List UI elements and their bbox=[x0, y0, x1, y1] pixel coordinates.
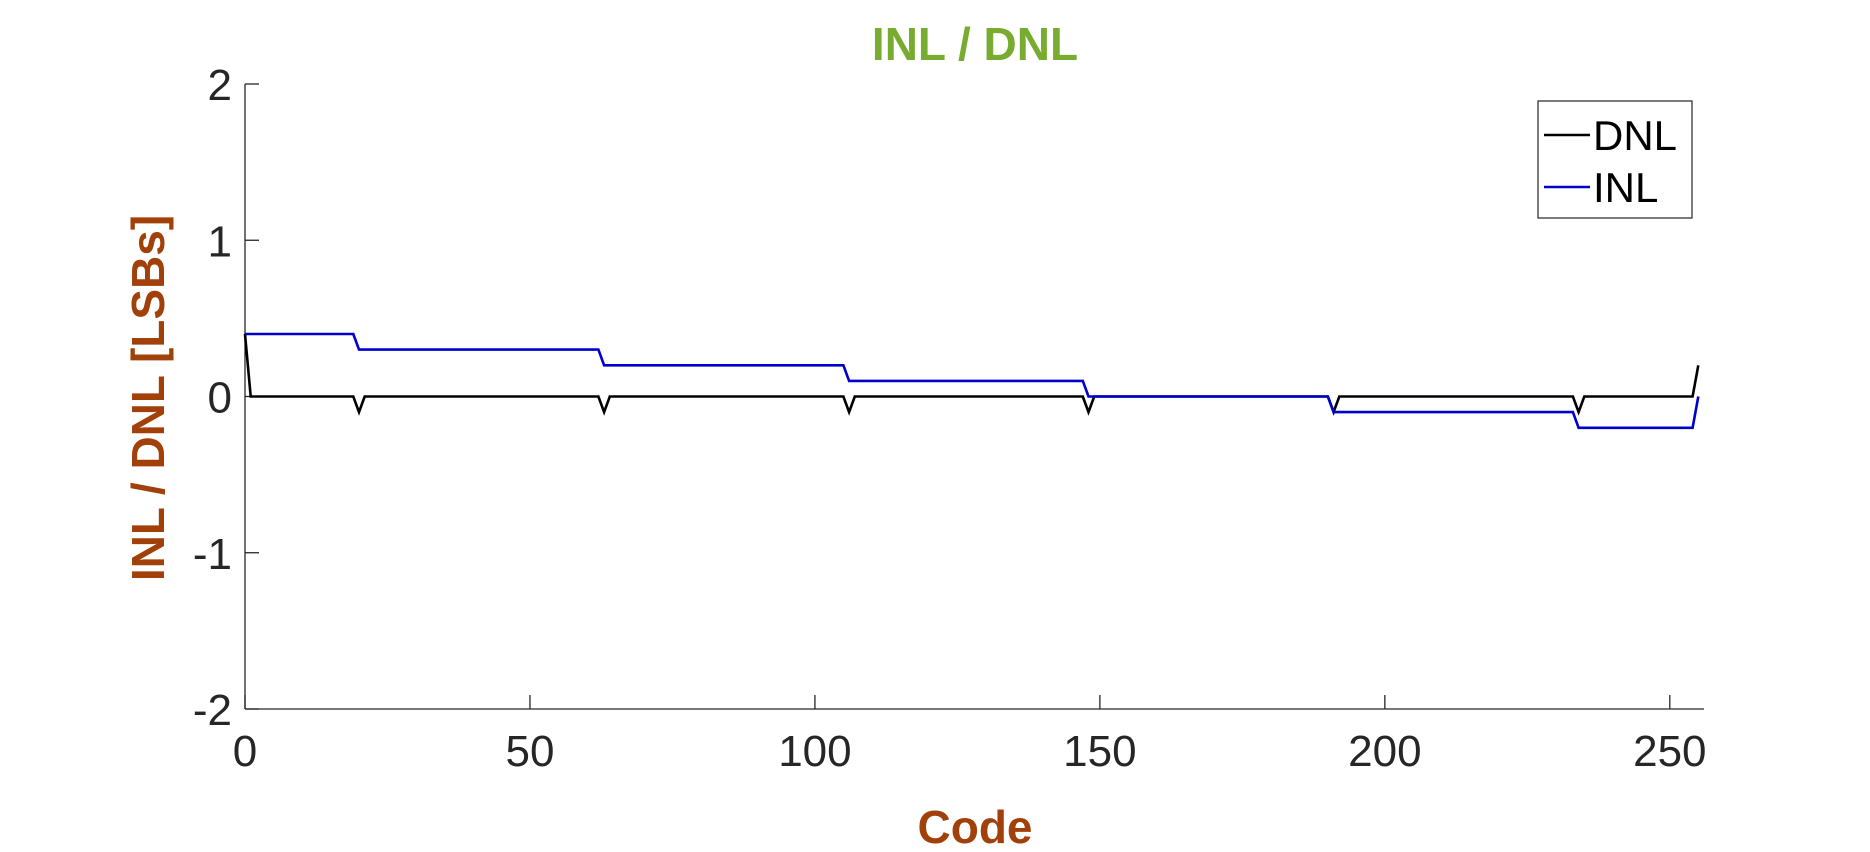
x-tick-label: 50 bbox=[505, 727, 554, 776]
x-tick-label: 200 bbox=[1348, 727, 1421, 776]
series-line-inl bbox=[245, 332, 1700, 430]
y-tick-label: 2 bbox=[208, 61, 232, 110]
legend-label-inl: INL bbox=[1593, 164, 1658, 211]
x-tick-label: 100 bbox=[778, 727, 851, 776]
series-line-dnl bbox=[243, 333, 1700, 416]
y-tick-label: -2 bbox=[193, 686, 232, 735]
x-tick-label: 0 bbox=[233, 727, 257, 776]
y-tick-label: 1 bbox=[208, 217, 232, 266]
legend-box bbox=[1537, 100, 1693, 219]
legend-label-dnl: DNL bbox=[1593, 112, 1677, 159]
legend: DNL INL bbox=[1537, 100, 1693, 219]
x-tick-label: 150 bbox=[1063, 727, 1136, 776]
chart-title: INL / DNL bbox=[872, 18, 1078, 70]
y-tick-label: 0 bbox=[208, 374, 232, 423]
y-tick-label: -1 bbox=[193, 530, 232, 579]
series-lines bbox=[243, 332, 1700, 430]
x-axis-label: Code bbox=[918, 801, 1033, 852]
axes: 0 50 100 150 200 250 -2 -1 0 1 2 bbox=[193, 61, 1707, 776]
x-tick-label: 250 bbox=[1633, 727, 1706, 776]
y-axis-label: INL / DNL [LSBs] bbox=[122, 215, 174, 581]
